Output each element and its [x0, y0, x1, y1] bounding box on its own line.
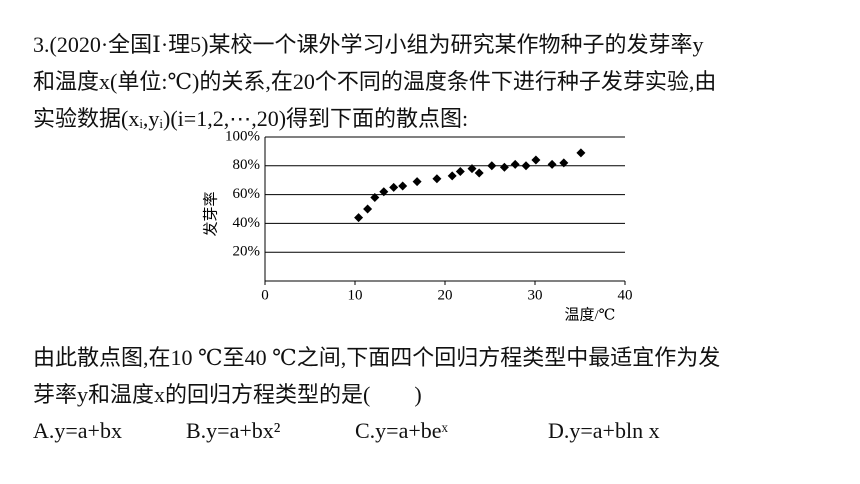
x-tick-label: 40 [618, 287, 633, 303]
point [379, 187, 389, 197]
point [412, 177, 422, 187]
y-tick-label: 40% [233, 215, 261, 231]
point [398, 181, 408, 191]
point [521, 161, 531, 171]
point [354, 213, 364, 223]
point [455, 167, 465, 177]
point [499, 162, 509, 172]
y-tick-label: 100% [225, 128, 260, 144]
option[interactable]: A.y=a+bx [33, 418, 122, 443]
option[interactable]: D.y=a+bln x [548, 418, 660, 443]
point [467, 164, 477, 174]
x-tick-label: 20 [438, 287, 453, 303]
point [576, 148, 586, 158]
point [474, 168, 484, 178]
x-tick-label: 10 [348, 287, 363, 303]
x-tick-label: 0 [261, 287, 269, 303]
point [531, 155, 541, 165]
question-line: 和温度x(单位:℃)的关系,在20个不同的温度条件下进行种子发芽实验,由 [33, 69, 717, 94]
y-tick-label: 80% [233, 157, 261, 173]
question-line: 实验数据(xᵢ,yᵢ)(i=1,2,⋯,20)得到下面的散点图: [33, 106, 469, 131]
option[interactable]: C.y=a+beˣ [355, 418, 448, 443]
x-tick-label: 30 [528, 287, 543, 303]
point [447, 171, 457, 181]
point [547, 159, 557, 169]
point [510, 159, 520, 169]
point [559, 158, 569, 168]
x-axis-label: 温度/℃ [565, 306, 616, 323]
conclusion-line: 由此散点图,在10 ℃至40 ℃之间,下面四个回归方程类型中最适宜作为发 [33, 345, 721, 370]
y-tick-label: 20% [233, 244, 261, 260]
conclusion-line: 芽率y和温度x的回归方程类型的是( ) [33, 382, 422, 407]
y-tick-label: 60% [233, 186, 261, 202]
point [432, 174, 442, 184]
point [363, 204, 373, 214]
point [370, 192, 380, 202]
point [389, 182, 399, 192]
option[interactable]: B.y=a+bx² [186, 418, 281, 443]
point [487, 161, 497, 171]
y-axis-label: 发芽率 [202, 191, 219, 236]
question-line: 3.(2020·全国Ⅰ·理5)某校一个课外学习小组为研究某作物种子的发芽率y [33, 32, 704, 57]
